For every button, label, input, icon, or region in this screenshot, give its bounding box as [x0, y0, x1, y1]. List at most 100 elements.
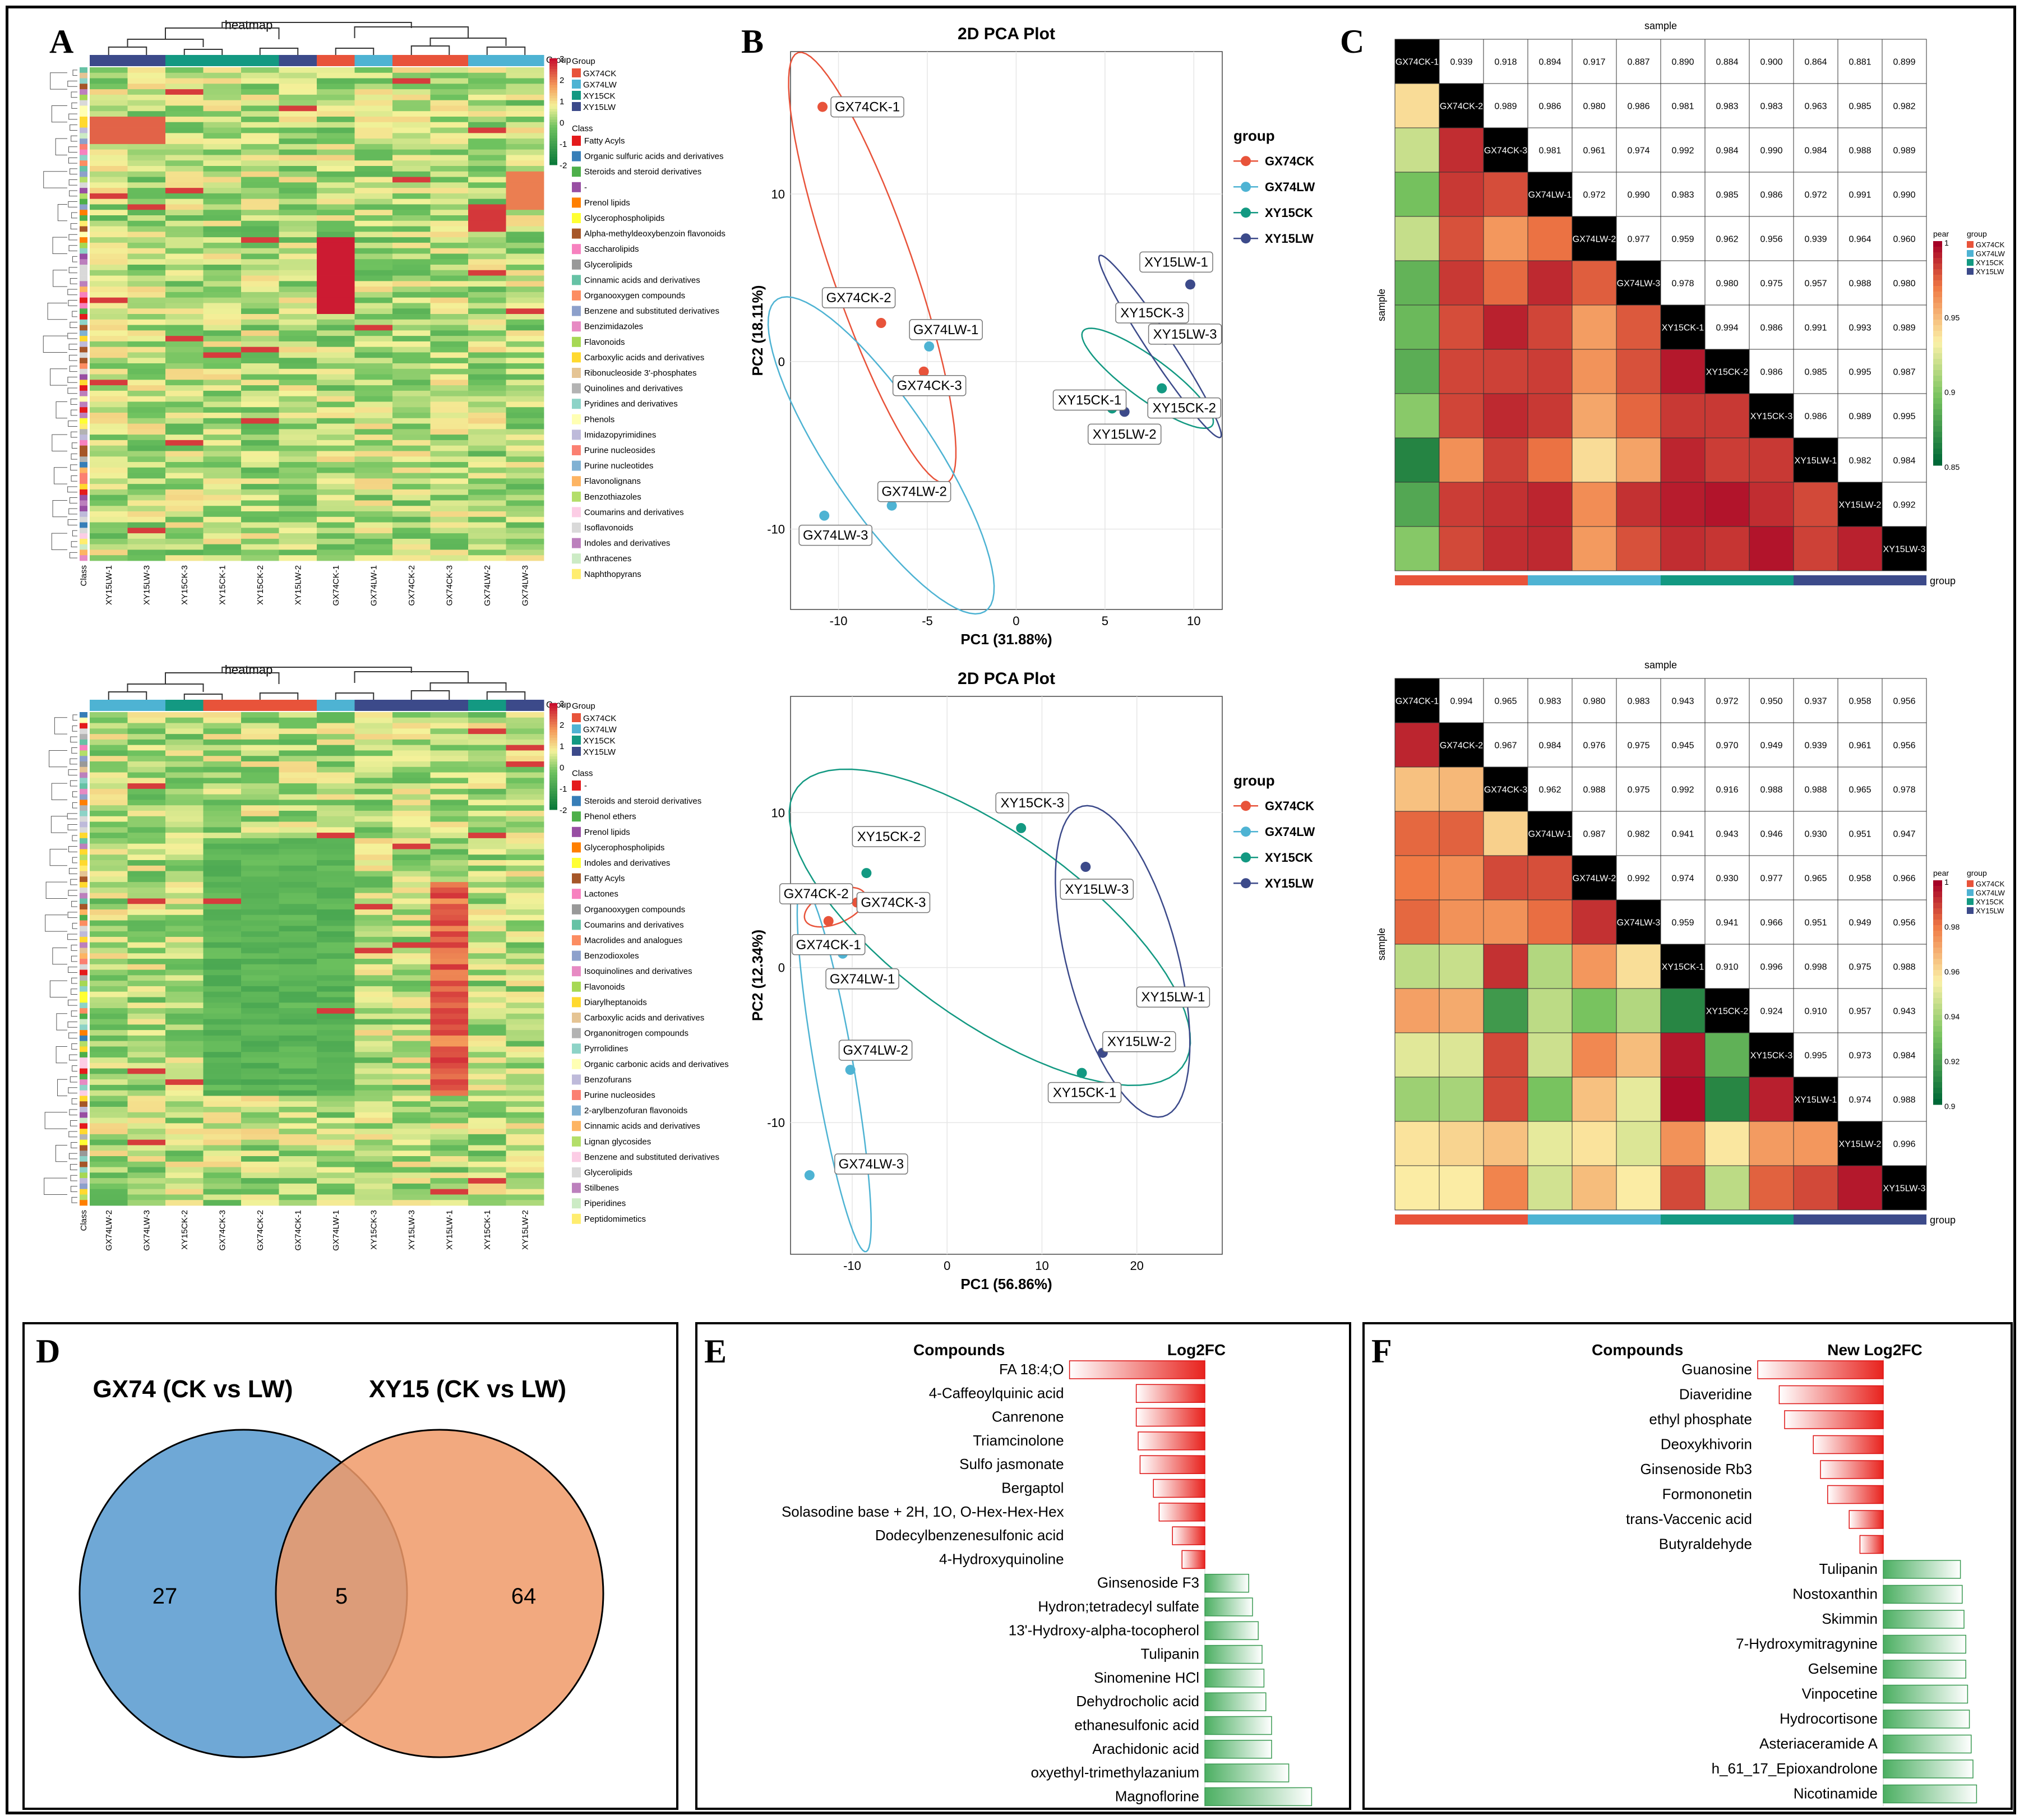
heatmap-cell	[127, 981, 166, 987]
heatmap-cell	[392, 506, 431, 512]
heatmap-cell	[468, 838, 506, 844]
heatmap-cell	[203, 800, 242, 806]
heatmap-cell	[392, 330, 431, 336]
row-branch	[70, 223, 77, 229]
heatmap-cell	[90, 555, 128, 561]
heatmap-cell	[203, 1008, 242, 1014]
color-scale-segment	[1933, 342, 1942, 348]
class-legend-label: Lactones	[584, 889, 618, 899]
pca-point-label: GX74CK-2	[784, 886, 849, 902]
heatmap-cell	[392, 220, 431, 227]
heatmap-cell	[127, 401, 166, 408]
correlation-value: 0.957	[1849, 1007, 1871, 1017]
heatmap-cell	[317, 204, 355, 210]
heatmap-cell	[392, 1161, 431, 1167]
color-scale-segment	[549, 791, 557, 794]
class-legend-label: Quinolines and derivatives	[584, 384, 683, 394]
class-strip-cell	[80, 948, 87, 954]
heatmap-cell	[90, 1129, 128, 1135]
heatmap-cell	[392, 1183, 431, 1190]
class-strip-cell	[80, 783, 87, 789]
correlation-value: 0.994	[1450, 697, 1472, 706]
heatmap-cell	[203, 89, 242, 95]
correlation-value: 0.939	[1804, 235, 1827, 244]
class-legend-swatch	[572, 997, 581, 1008]
heatmap-cell	[90, 226, 128, 232]
heatmap-cell	[127, 166, 166, 172]
heatmap-cell	[127, 1084, 166, 1091]
lower-color-cell	[1749, 526, 1794, 571]
row-branch	[70, 168, 77, 175]
heatmap-cell	[317, 772, 355, 778]
heatmap-cell	[317, 1200, 355, 1206]
heatmap-cell	[279, 511, 317, 518]
legend-label: XY15LW	[1265, 232, 1314, 246]
color-scale-segment	[1933, 381, 1942, 387]
heatmap-cell	[317, 100, 355, 106]
heatmap-cell	[165, 368, 204, 375]
heatmap-cell	[317, 1189, 355, 1195]
class-strip-cell	[80, 193, 87, 199]
heatmap-cell	[90, 1052, 128, 1058]
heatmap-cell	[354, 341, 393, 348]
group-bar-segment	[1661, 1214, 1794, 1225]
diagonal-sample-label: GX74CK-3	[1484, 786, 1527, 795]
color-scale-segment	[549, 71, 557, 75]
color-scale-segment	[549, 724, 557, 728]
heatmap-cell	[127, 429, 166, 435]
heatmap-cell	[279, 1057, 317, 1064]
heatmap-cell	[430, 953, 469, 959]
heatmap-cell	[127, 407, 166, 413]
heatmap-cell	[203, 544, 242, 550]
class-strip-cell	[80, 1090, 87, 1096]
heatmap-cell	[203, 533, 242, 539]
heatmap-cell	[354, 833, 393, 839]
heatmap-cell	[90, 986, 128, 992]
heatmap-cell	[127, 308, 166, 315]
class-legend-swatch	[572, 1074, 581, 1085]
heatmap-cell	[468, 1003, 506, 1009]
heatmap-cell	[241, 429, 279, 435]
row-branch	[71, 431, 77, 438]
heatmap-cell	[392, 1117, 431, 1124]
heatmap-cell	[203, 1183, 242, 1190]
group-legend-label: XY15LW	[583, 747, 616, 757]
heatmap-cell	[392, 401, 431, 408]
heatmap-cell	[468, 723, 506, 729]
row-branch	[71, 541, 77, 548]
color-scale-segment	[549, 708, 557, 712]
heatmap-cell	[90, 182, 128, 188]
heatmap-cell	[354, 1035, 393, 1042]
heatmap-cell	[317, 887, 355, 894]
heatmap-cell	[241, 1079, 279, 1085]
row-branch	[53, 467, 67, 484]
heatmap-cell	[354, 319, 393, 325]
heatmap-cell	[165, 363, 204, 369]
heatmap-cell	[241, 67, 279, 73]
heatmap-cell	[392, 849, 431, 855]
heatmap-cell	[203, 854, 242, 861]
class-axis-label: Class	[79, 565, 89, 586]
heatmap-cell	[468, 133, 506, 139]
class-legend-swatch	[572, 858, 581, 868]
heatmap-cell	[317, 712, 355, 718]
group-legend-swatch	[1967, 889, 1974, 896]
heatmap-cell	[203, 728, 242, 735]
heatmap-cell	[468, 1057, 506, 1064]
heatmap-cell	[279, 390, 317, 397]
heatmap-cell	[90, 1003, 128, 1009]
heatmap-cell	[354, 204, 393, 210]
heatmap-cell	[279, 429, 317, 435]
heatmap-cell	[468, 248, 506, 254]
log2fc-bar	[1883, 1684, 1968, 1704]
upper-cell	[1616, 172, 1661, 217]
venn-panel: D GX74 (CK vs LW) XY15 (CK vs LW) 27 5 64	[22, 1322, 678, 1810]
heatmap-cell	[90, 133, 128, 139]
heatmap-cell	[127, 986, 166, 992]
correlation-value: 0.962	[1538, 786, 1561, 795]
heatmap-cell	[506, 396, 544, 402]
heatmap-cell	[279, 986, 317, 992]
color-scale-tick: -1	[560, 784, 567, 794]
heatmap-cell	[468, 78, 506, 84]
heatmap-cell	[241, 84, 279, 90]
